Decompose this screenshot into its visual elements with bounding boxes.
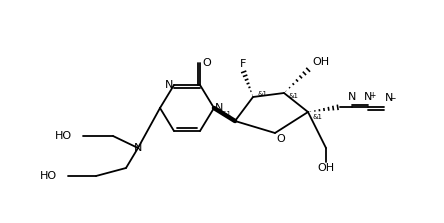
Text: O: O (276, 134, 285, 144)
Text: N: N (165, 80, 173, 90)
Text: N: N (385, 93, 393, 103)
Text: N: N (348, 92, 356, 102)
Text: &1: &1 (312, 114, 322, 120)
Text: &1: &1 (221, 111, 231, 117)
Text: N: N (215, 103, 223, 113)
Text: OH: OH (317, 163, 335, 173)
Text: N: N (364, 92, 372, 102)
Text: &1: &1 (257, 91, 267, 97)
Text: OH: OH (312, 57, 329, 67)
Text: HO: HO (40, 171, 57, 181)
Text: F: F (240, 59, 246, 69)
Text: O: O (202, 58, 211, 68)
Text: +: + (369, 91, 375, 101)
Text: HO: HO (55, 131, 72, 141)
Text: &1: &1 (288, 93, 298, 99)
Text: −: − (388, 93, 396, 103)
Text: N: N (134, 143, 142, 153)
